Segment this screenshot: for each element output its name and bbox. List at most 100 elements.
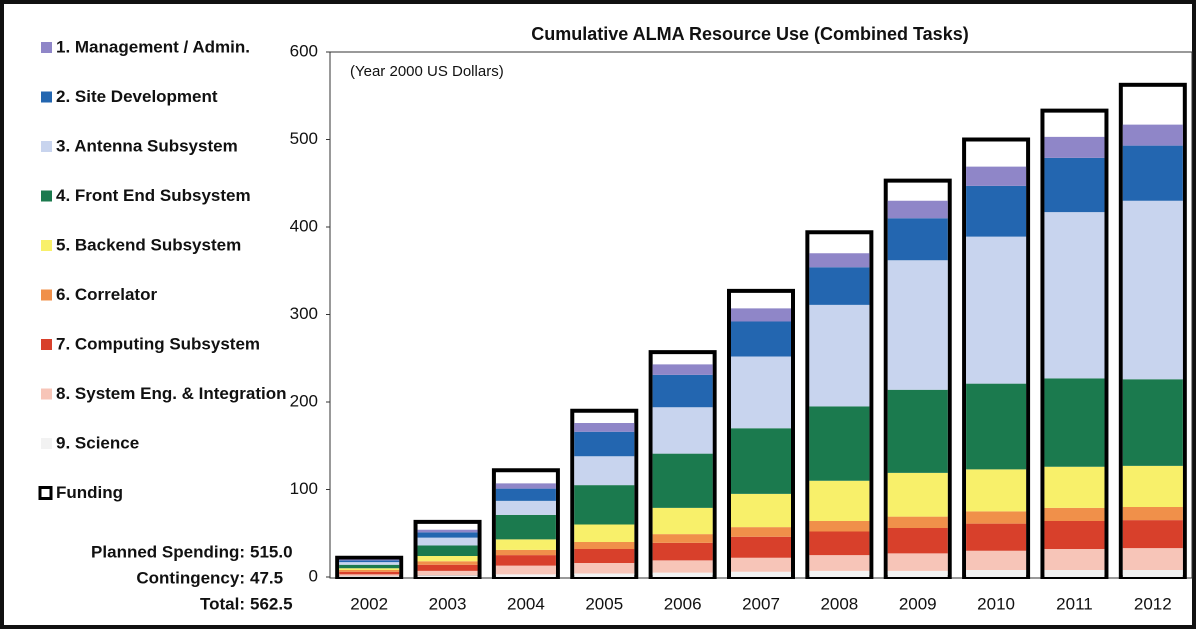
bar-segment [966, 523, 1027, 551]
legend-label: 5. Backend Subsystem [56, 235, 241, 254]
bar-segment [1122, 379, 1183, 466]
bar-segment [495, 483, 556, 489]
bar-segment [887, 218, 948, 261]
bar-segment [652, 407, 713, 454]
x-tick-label: 2011 [1056, 594, 1093, 613]
bar-segment [574, 573, 635, 577]
bar-segment [1044, 212, 1105, 379]
bar-segment [966, 236, 1027, 384]
bar-segment [1044, 570, 1105, 577]
bar-segment [1044, 136, 1105, 158]
bar-segment [652, 534, 713, 543]
bar-segment [1122, 145, 1183, 201]
bar-segment [887, 389, 948, 473]
bar-segment [1044, 157, 1105, 213]
legend-swatch [41, 190, 52, 202]
x-tick-label: 2004 [507, 594, 545, 613]
subtitle: (Year 2000 US Dollars) [350, 63, 504, 80]
bar-segment [1122, 520, 1183, 549]
bar-segment [339, 571, 400, 575]
bar-segment [495, 539, 556, 550]
bar-segment [339, 574, 400, 577]
bar-segment [1122, 507, 1183, 521]
chart-title: Cumulative ALMA Resource Use (Combined T… [531, 24, 968, 44]
bar-segment [731, 571, 791, 577]
bar-segment [417, 564, 478, 571]
bar-segment [1122, 570, 1183, 577]
bar-segment [652, 560, 713, 573]
bar-segment [731, 428, 791, 494]
bar-segment [652, 453, 713, 508]
bar-segment [574, 524, 635, 542]
legend-swatch [41, 91, 52, 103]
x-tick-label: 2012 [1134, 594, 1172, 613]
bar-segment [417, 561, 478, 565]
bar-segment [966, 185, 1027, 237]
bar-segment [966, 166, 1027, 186]
legend-swatch [41, 388, 52, 400]
bar-segment [887, 528, 948, 554]
x-tick-label: 2007 [742, 594, 780, 613]
bar-segment [417, 529, 478, 533]
bar-segment [887, 472, 948, 517]
y-tick-label: 100 [290, 479, 318, 498]
bar-segment [887, 516, 948, 528]
legend-swatch [41, 240, 52, 251]
x-tick-label: 2010 [977, 594, 1015, 613]
summary-value: 562.5 [250, 594, 293, 613]
summary-value: 515.0 [250, 542, 293, 561]
bar-segment [574, 549, 635, 563]
bar-segment [1044, 466, 1105, 508]
bar-segment [339, 576, 400, 577]
bar-segment [495, 488, 556, 501]
bar-segment [809, 253, 870, 268]
bar-segment [809, 406, 870, 481]
bar-segment [731, 536, 791, 558]
legend-label: Funding [56, 483, 123, 502]
bar-segment [339, 570, 400, 572]
bar-segment [574, 456, 635, 486]
bar-segment [1122, 548, 1183, 570]
bar-segment [1044, 549, 1105, 570]
bar-segment [966, 469, 1027, 512]
bar-segment [495, 514, 556, 540]
bar-segment [731, 356, 791, 429]
bar-segment [652, 374, 713, 408]
bar-segment [417, 545, 478, 556]
y-tick-label: 500 [290, 129, 318, 148]
bar-segment [417, 532, 478, 538]
bar-segment [887, 553, 948, 571]
y-tick-label: 400 [290, 216, 318, 235]
bar-segment [809, 570, 870, 577]
bar-segment [966, 511, 1027, 524]
y-tick-label: 200 [290, 391, 318, 410]
bar-segment [652, 542, 713, 561]
bar-segment [809, 521, 870, 532]
bar-segment [731, 321, 791, 357]
bar-segment [887, 260, 948, 390]
bar-segment [966, 570, 1027, 577]
bar-segment [887, 200, 948, 219]
x-tick-label: 2006 [664, 594, 702, 613]
bar-segment [652, 364, 713, 375]
legend-label: 1. Management / Admin. [56, 37, 250, 56]
bar-segment [966, 550, 1027, 570]
summary-label: Contingency: [136, 568, 245, 587]
bar-segment [809, 531, 870, 556]
legend-label: 6. Correlator [56, 285, 157, 304]
bar-segment [652, 507, 713, 535]
bar-segment [1122, 124, 1183, 146]
legend-label: 2. Site Development [56, 87, 218, 106]
bar-segment [1044, 521, 1105, 549]
bar-segment [417, 537, 478, 546]
bar-segment [1122, 200, 1183, 380]
bar-segment [495, 555, 556, 566]
y-tick-label: 0 [309, 566, 318, 585]
x-tick-label: 2009 [899, 594, 937, 613]
x-tick-label: 2008 [820, 594, 858, 613]
bar-segment [495, 500, 556, 515]
bar-segment [495, 565, 556, 575]
bar-segment [731, 493, 791, 528]
